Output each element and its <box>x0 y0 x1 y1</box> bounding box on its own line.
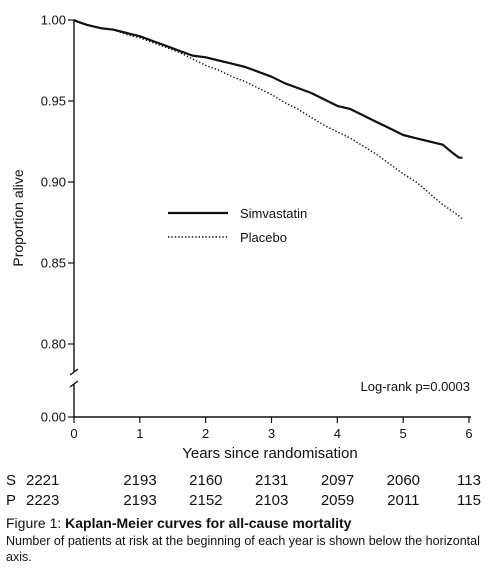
at-risk-count: 2223 <box>26 492 60 509</box>
axis-break-mark <box>69 380 79 388</box>
at-risk-count: 2193 <box>123 492 157 509</box>
at-risk-count: 2011 <box>387 492 420 509</box>
at-risk-table: S 2221 2193 2160 2131 2097 2060 113 P 2223 2193… <box>0 470 496 510</box>
x-tick-label: 0 <box>70 426 77 441</box>
series-line-simvastatin <box>73 19 463 159</box>
logrank-annotation: Log-rank p=0.0003 <box>360 379 470 394</box>
at-risk-count: 115 <box>457 492 481 509</box>
x-tick-label: 6 <box>465 426 472 441</box>
at-risk-count: 2152 <box>189 492 223 509</box>
at-risk-count: 2221 <box>26 472 60 489</box>
x-tick-label: 1 <box>136 426 143 441</box>
caption-bold-title: Kaplan-Meier curves for all-cause mortal… <box>65 515 352 531</box>
figure-caption: Figure 1: Kaplan-Meier curves for all-ca… <box>6 515 492 565</box>
y-tick-label: 0.90 <box>41 175 66 190</box>
at-risk-count: 2103 <box>255 492 289 509</box>
at-risk-count: 2097 <box>320 472 355 489</box>
at-risk-count: 2160 <box>189 472 223 489</box>
axis-break-mark <box>69 368 79 376</box>
x-axis-label: Years since randomisation <box>182 445 357 462</box>
at-risk-count: 113 <box>457 472 481 489</box>
caption-prefix: Figure 1: <box>6 515 66 531</box>
x-tick-label: 3 <box>268 426 275 441</box>
x-tick-label: 5 <box>400 426 407 441</box>
y-tick-label: 0.95 <box>41 94 66 109</box>
caption-note: Number of patients at risk at the beginn… <box>6 534 480 564</box>
survival-lines <box>73 19 463 220</box>
legend-label-placebo: Placebo <box>240 230 287 245</box>
legend-label-simvastatin: Simvastatin <box>240 206 307 221</box>
chart-legend: Simvastatin Placebo <box>168 206 307 245</box>
series-line-placebo <box>73 19 463 220</box>
at-risk-row-simvastatin: S 2221 2193 2160 2131 2097 2060 113 <box>0 472 496 492</box>
at-risk-count: 2060 <box>386 472 421 489</box>
at-risk-count: 2193 <box>123 472 157 489</box>
y-axis-label: Proportion alive <box>10 169 26 266</box>
y-tick-label: 0.85 <box>41 256 66 271</box>
x-tick-label: 4 <box>334 426 341 441</box>
at-risk-count: 2131 <box>255 472 289 489</box>
y-tick-label: 0.00 <box>41 410 66 425</box>
km-chart: 0 1 2 3 4 5 6 1.00 0.95 0.90 0.85 0.80 0.00 Simvast… <box>10 13 473 463</box>
y-axis-ticks: 1.00 0.95 0.90 0.85 0.80 0.00 <box>41 13 74 425</box>
x-tick-label: 2 <box>202 426 209 441</box>
at-risk-row-label: S <box>6 472 17 489</box>
y-tick-label: 0.80 <box>41 337 66 352</box>
y-tick-label: 1.00 <box>41 13 66 28</box>
caption-title: Figure 1: Kaplan-Meier curves for all-ca… <box>6 515 492 532</box>
at-risk-row-placebo: P 2223 2193 2152 2103 2059 2011 115 <box>0 492 496 512</box>
at-risk-count: 2059 <box>320 492 355 509</box>
at-risk-row-label: P <box>6 492 17 509</box>
x-axis-ticks: 0 1 2 3 4 5 6 <box>70 417 473 441</box>
